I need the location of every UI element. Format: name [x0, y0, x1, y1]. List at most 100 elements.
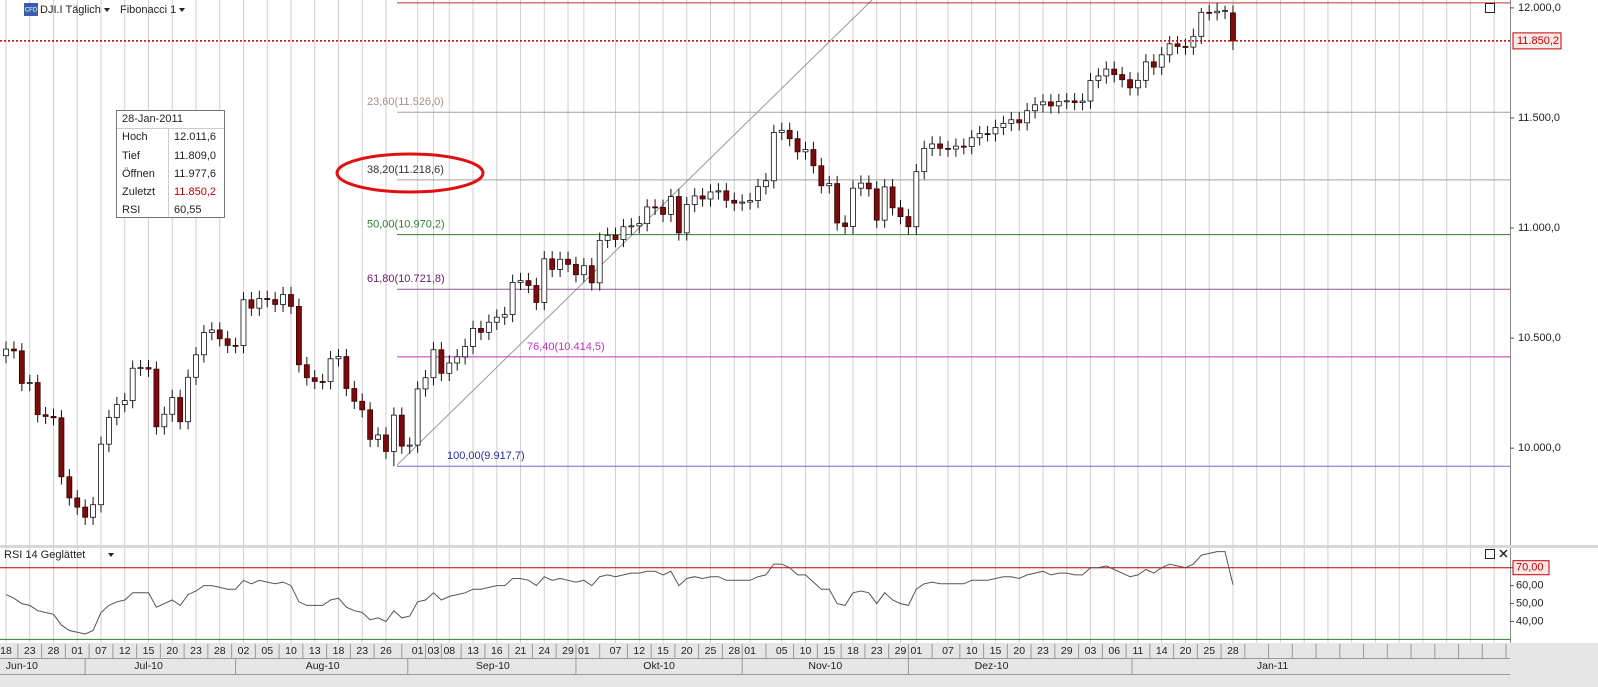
candle-body [1040, 101, 1046, 106]
candle-body [485, 321, 492, 333]
candle-body [968, 137, 975, 147]
x-tick-label: 23 [356, 645, 368, 657]
fib-level-label: 50,00(10.970,2) [367, 219, 445, 231]
x-tick-label: 29 [562, 645, 574, 657]
x-tick-label: 21 [515, 645, 527, 657]
candle-body [18, 350, 25, 384]
candle-body [810, 149, 817, 167]
candle-body [280, 294, 286, 305]
x-tick-label: 18 [0, 645, 12, 657]
maximize-button[interactable] [1485, 3, 1495, 13]
candle-body [1230, 12, 1236, 42]
candle-body [755, 186, 761, 201]
candle-body [335, 356, 342, 360]
candle-body [446, 362, 453, 374]
candle-body [1119, 74, 1126, 81]
candle-body [90, 504, 96, 518]
info-label: Öffnen [122, 168, 155, 180]
dropdown-arrow[interactable] [179, 8, 185, 12]
candle-body [1150, 61, 1157, 68]
candle-body [216, 329, 223, 340]
month-label: Okt-10 [643, 660, 675, 672]
candle-body [169, 397, 176, 415]
x-tick-label: 23 [24, 645, 36, 657]
candle-body [1032, 104, 1038, 112]
candle-body [406, 444, 413, 447]
x-tick-label: 07 [610, 645, 622, 657]
x-tick-label: 23 [190, 645, 202, 657]
candle-body [628, 225, 635, 228]
x-tick-label: 15 [657, 645, 669, 657]
candle-body [501, 314, 508, 318]
x-tick-label: 02 [238, 645, 250, 657]
candle-body [644, 206, 651, 225]
x-tick-label: 15 [823, 645, 835, 657]
rsi-title[interactable]: RSI 14 Geglättet [4, 549, 85, 561]
y-tick-label: 70,00 [1516, 562, 1544, 574]
y-tick-label: 60,00 [1516, 580, 1544, 592]
dropdown-arrow[interactable] [104, 8, 110, 12]
candle-body [683, 204, 690, 234]
y-tick-label: 11.000,0 [1518, 222, 1560, 234]
candle-body [422, 377, 429, 390]
x-tick-label: 11 [1133, 645, 1144, 657]
candle-body [177, 397, 184, 423]
candle-body [770, 132, 777, 182]
candle-body [185, 376, 191, 423]
candle-body [580, 265, 587, 276]
dropdown-arrow[interactable] [108, 553, 114, 557]
x-tick-label: 15 [143, 645, 155, 657]
x-tick-label: 29 [1061, 645, 1073, 657]
x-tick-label: 24 [538, 645, 550, 657]
candle-body [193, 354, 199, 378]
x-tick-label: 01 [744, 645, 756, 657]
candle-body [113, 404, 120, 418]
month-label: Sep-10 [476, 660, 510, 672]
fib-level-label: 100,00(9.917,7) [447, 450, 525, 462]
indicator-menu[interactable]: Fibonacci 1 [120, 4, 176, 16]
candle-body [478, 328, 484, 333]
month-label: Aug-10 [306, 660, 340, 672]
close-button[interactable] [1499, 549, 1508, 558]
candle-body [596, 239, 603, 284]
x-tick-label: 01 [910, 645, 922, 657]
candle-body [881, 186, 888, 221]
candle-body [715, 190, 722, 193]
candle-body [1222, 9, 1228, 12]
candle-body [58, 417, 65, 478]
x-tick-label: 13 [309, 645, 321, 657]
x-tick-label: 10 [800, 645, 812, 657]
x-tick-label: 03 [428, 645, 440, 657]
candle-body [1079, 100, 1086, 103]
x-tick-label: 20 [1180, 645, 1192, 657]
rsi-line [5, 551, 1234, 635]
x-tick-label: 23 [1037, 645, 1049, 657]
candle-body [224, 338, 231, 346]
maximize-button[interactable] [1485, 549, 1495, 559]
pane-splitter [0, 545, 1598, 548]
info-box-frame [116, 110, 225, 218]
info-value: 12.011,6 [174, 131, 216, 143]
x-tick-label: 06 [1108, 645, 1120, 657]
candle-body [470, 328, 476, 347]
candle-body [98, 443, 104, 506]
x-tick-label: 28 [214, 645, 226, 657]
y-tick-label: 12.000,0 [1518, 2, 1561, 14]
axes: 18 23 28 01 07 12 15 20 23 28 02 05 10 13 18 23 26 01 03 08… [0, 2, 1562, 674]
x-tick-label: 05 [261, 645, 273, 657]
candle-body [3, 348, 9, 357]
candle-body [842, 222, 848, 227]
candle-body [668, 196, 674, 215]
x-tick-label: 20 [166, 645, 178, 657]
candle-body [493, 316, 500, 323]
candle-body [889, 186, 896, 209]
candle-body [1135, 79, 1141, 89]
symbol-menu[interactable]: DJI.I Täglich [40, 4, 101, 16]
candle-body [398, 414, 405, 447]
candle-body [533, 285, 540, 303]
candle-body [1016, 119, 1023, 124]
candle-body [295, 305, 302, 366]
x-tick-label: 15 [990, 645, 1002, 657]
x-tick-label: 05 [776, 645, 788, 657]
